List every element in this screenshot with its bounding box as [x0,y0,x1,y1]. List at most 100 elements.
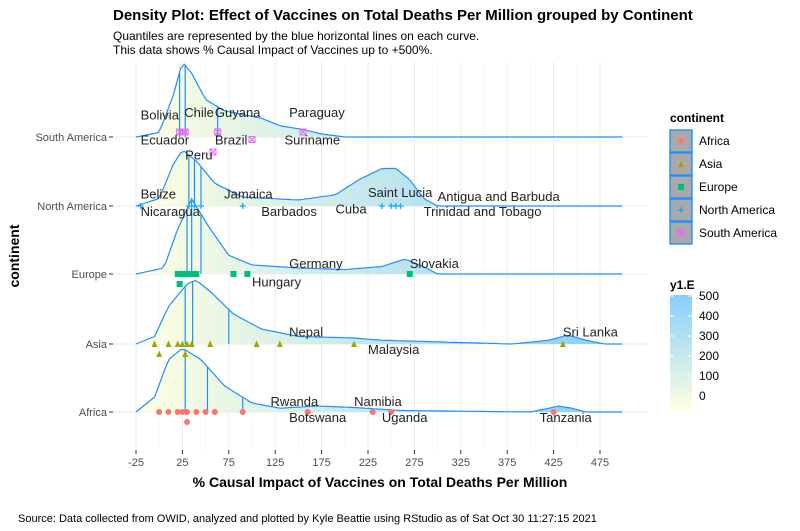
y-tick-label: Europe [72,269,107,281]
data-point-europe [244,271,251,277]
data-point-europe [230,271,237,277]
data-point-africa [184,409,191,415]
x-axis-title: % Causal Impact of Vaccines on Total Dea… [193,474,568,490]
country-label-cuba: Cuba [336,202,368,217]
x-tick-label: 375 [498,457,516,469]
data-point-africa [369,409,376,415]
y-tick-label: South America [35,132,107,144]
country-label-trinidad-and-tobago: Trinidad and Tobago [424,204,542,219]
country-label-barbados: Barbados [261,204,317,219]
country-label-guyana: Guyana [215,105,261,120]
y-axis-title: continent [6,224,22,287]
legend-key-symbol [678,207,684,213]
data-point-europe [406,271,413,277]
country-label-paraguay: Paraguay [289,105,345,120]
country-label-uganda: Uganda [382,410,428,425]
data-point-africa [193,409,200,415]
chart-subtitle-line-2: This data shows % Causal Impact of Vacci… [113,43,433,57]
x-tick-label: 75 [223,457,235,469]
legend-fill-tick-label: 400 [699,309,719,323]
data-point-europe [193,271,200,277]
legend-key-symbol [678,138,684,144]
x-tick-label: 425 [544,457,562,469]
legend-label: Africa [699,134,730,148]
ridge-north-america [135,150,624,207]
data-point-asia [351,340,358,347]
legend-fill-tick-label: 500 [699,289,719,303]
data-point-asia [207,340,214,347]
data-point-south-america [179,128,187,136]
data-point-north-america [197,203,204,209]
data-point-south-america [214,128,222,136]
legend-label: Europe [699,180,738,194]
data-point-asia [174,340,181,347]
country-label-suriname: Suriname [284,133,340,148]
legend-label: South America [699,226,777,240]
data-point-north-america [239,203,246,209]
country-label-nicaragua: Nicaragua [141,204,201,219]
x-tick-label: 225 [359,457,377,469]
legend-continent: Africa Asia Europe North America South Ameri… [669,129,777,245]
ridge-europe [135,197,624,275]
ridge-fill-asia [136,280,624,344]
legend-fill-ticks: 500 400 300 200 100 0 [670,289,719,403]
ridge-outline-europe [135,197,623,275]
legend-label: Asia [699,157,723,171]
data-point-africa [202,409,209,415]
country-label-germany: Germany [289,256,343,271]
y-tick-label: Asia [86,339,108,351]
legend-continent-title: continent [670,111,724,125]
data-point-asia [182,350,189,357]
legend-key-symbol [678,160,684,167]
country-label-peru: Peru [185,148,212,163]
country-label-chile: Chile [184,105,214,120]
data-point-africa [211,409,218,415]
ridge-fill-europe [136,199,624,274]
country-label-namibia: Namibia [354,394,402,409]
country-label-antigua-and-barbuda: Antigua and Barbuda [438,189,561,204]
data-point-europe [176,281,183,287]
country-label-belize: Belize [141,187,176,202]
data-point-north-america [185,203,192,209]
data-point-europe [188,271,195,277]
legend-fill-title: y1.E [670,278,695,292]
data-point-africa [174,409,181,415]
x-tick-label: 325 [452,457,470,469]
legend-key-symbol [678,184,684,190]
x-tick-label: 125 [266,457,284,469]
legend-fill-tick-label: 200 [699,349,719,363]
data-point-north-america [137,203,144,209]
country-label-rwanda: Rwanda [271,394,319,409]
legend-item-europe: Europe [669,175,738,199]
data-point-asia [276,340,283,347]
x-tick-label: 275 [405,457,423,469]
data-point-asia [184,340,191,347]
data-point-asia [151,340,158,347]
data-point-africa [388,409,395,415]
data-point-south-america [248,136,256,143]
ridge-fill-north-america [136,151,624,206]
legend-key-symbol [677,229,685,237]
legend-item-north-america: North America [669,198,775,222]
data-point-africa [179,409,186,415]
data-point-africa [184,419,191,425]
country-label-hungary: Hungary [252,275,302,290]
data-point-asia [188,340,195,347]
data-point-africa [304,409,311,415]
data-point-europe [174,271,181,277]
data-point-north-america [191,203,198,209]
data-point-asia [253,340,260,347]
x-tick-label: 25 [176,457,188,469]
country-label-tanzania: Tanzania [540,410,593,425]
legend-fill-tick-label: 0 [699,389,706,403]
data-point-asia [156,350,163,357]
x-axis-ticks: -25 25 75 125 175 225 275 325 375 425 475 [128,450,609,469]
ridge-outline-asia [135,279,623,345]
x-tick-label: 475 [591,457,609,469]
legend-item-asia: Asia [669,152,723,176]
country-label-ecuador: Ecuador [141,133,190,148]
x-tick-label: 175 [312,457,330,469]
country-label-botswana: Botswana [289,410,347,425]
country-label-slovakia: Slovakia [410,256,460,271]
